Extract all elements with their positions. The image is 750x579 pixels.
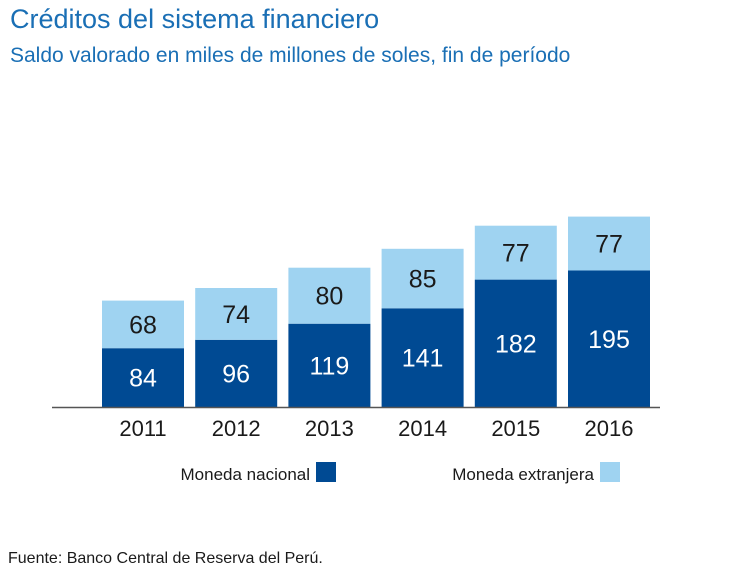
data-label-extranjera-2015: 77 [502,240,530,268]
chart-title: Créditos del sistema financiero [10,4,380,34]
x-tick-label-2011: 2011 [119,416,166,441]
data-label-extranjera-2014: 85 [409,266,437,294]
stacked-bar-chart: 84 68 2011 96 74 2012 119 80 2013 141 85 2014 182 77 2… [52,216,660,484]
data-label-extranjera-2012: 74 [222,301,250,329]
legend-label-extranjera: Moneda extranjera [452,465,594,484]
bar-segment-extranjera-2012 [195,288,278,340]
data-label-nacional-2013: 119 [309,352,349,380]
data-label-extranjera-2013: 80 [315,283,343,311]
bar-segment-extranjera-2014 [381,248,464,309]
bar-segment-nacional-2016 [568,270,650,407]
bar-segment-extranjera-2011 [102,300,184,349]
data-label-nacional-2012: 96 [222,360,250,388]
legend-swatch-nacional [316,462,336,482]
x-tick-label-2012: 2012 [212,416,261,441]
bar-segment-extranjera-2016 [568,216,650,271]
legend-swatch-extranjera [600,462,620,482]
bar-segment-nacional-2011 [102,348,184,407]
x-tick-label-2015: 2015 [491,416,540,441]
data-label-nacional-2015: 182 [495,330,537,358]
x-tick-label-2016: 2016 [585,416,634,441]
bar-segment-extranjera-2015 [474,225,557,280]
legend-label-nacional: Moneda nacional [181,465,310,484]
data-label-extranjera-2011: 68 [129,311,157,339]
bar-segment-nacional-2015 [474,279,557,407]
data-label-nacional-2016: 195 [588,326,630,354]
bar-segment-nacional-2014 [381,308,464,407]
data-label-extranjera-2016: 77 [595,231,623,259]
bar-segment-nacional-2012 [195,339,278,407]
data-label-nacional-2014: 141 [402,345,444,373]
x-tick-label-2014: 2014 [398,416,447,441]
chart-subtitle: Saldo valorado en miles de millones de s… [10,44,571,67]
x-tick-label-2013: 2013 [305,416,354,441]
bar-segment-nacional-2013 [288,323,371,407]
bar-segment-extranjera-2013 [288,267,371,324]
data-label-nacional-2011: 84 [129,365,157,393]
source-note: Fuente: Banco Central de Reserva del Per… [8,550,323,567]
